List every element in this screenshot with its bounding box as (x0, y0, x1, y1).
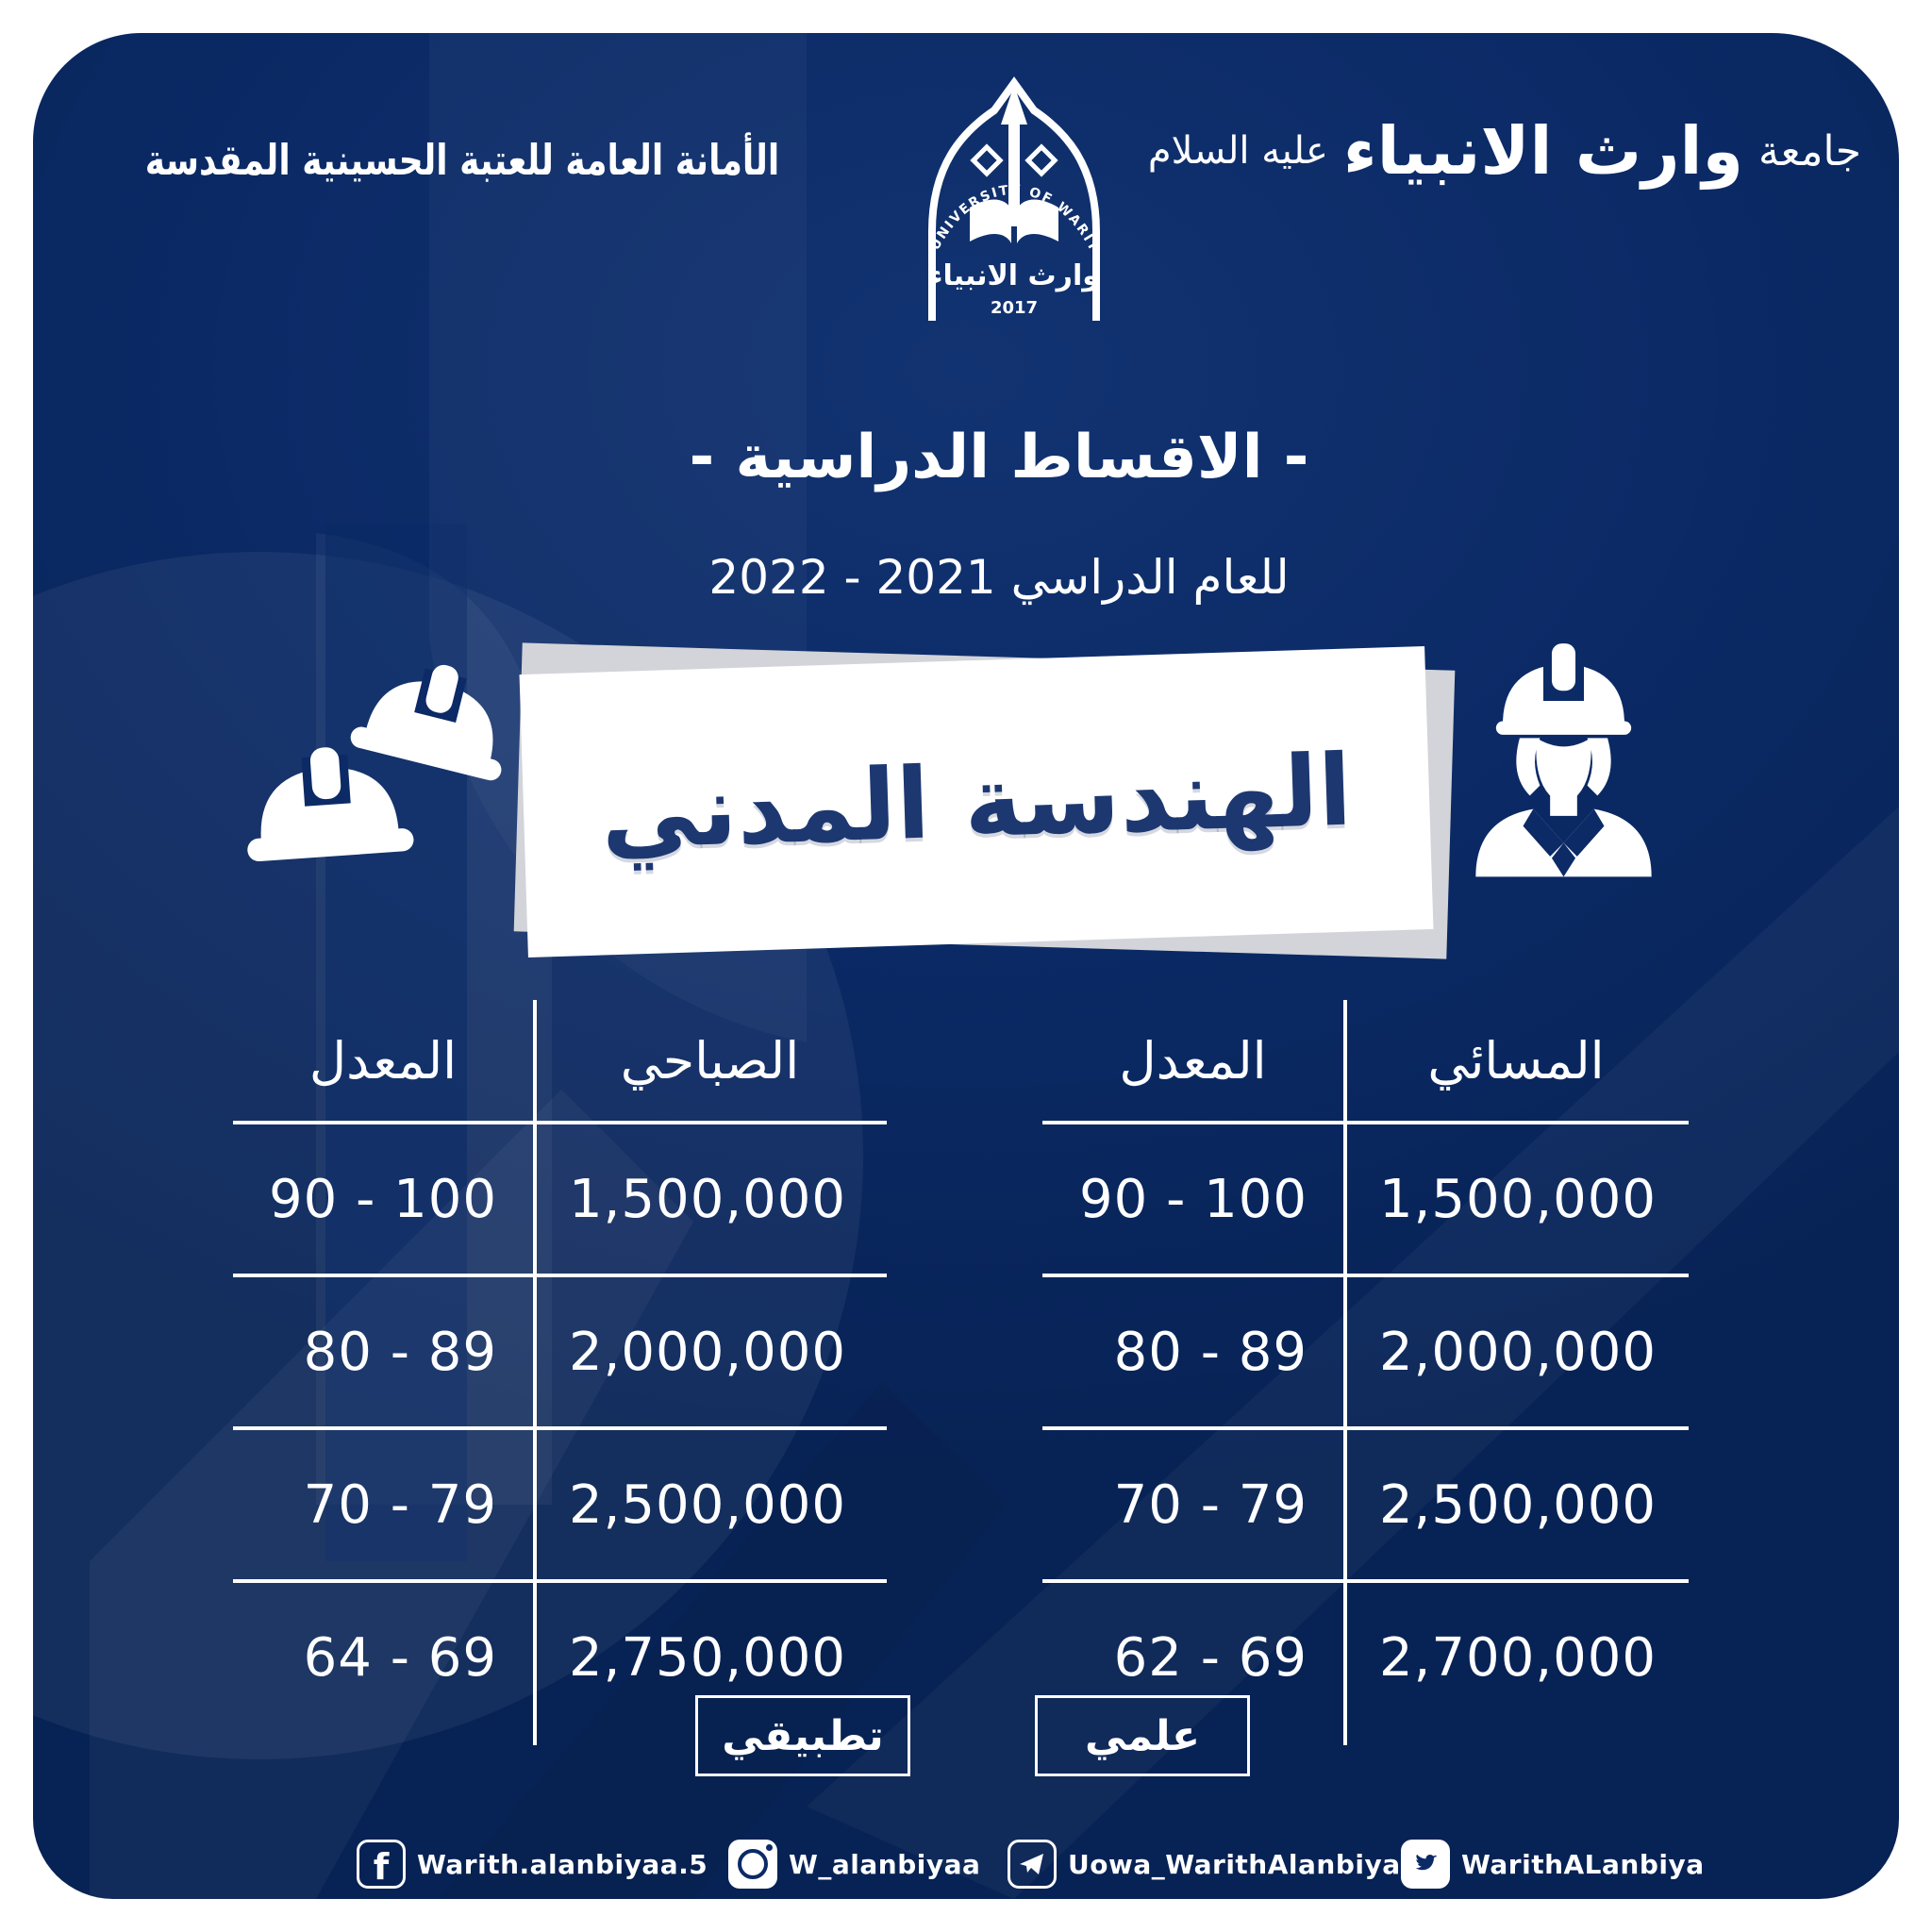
table-row: 62 - 69 2,700,000 (1042, 1583, 1689, 1732)
grade-cell: 80 - 89 (303, 1321, 497, 1383)
morning-fees-table: المعدل الصباحي 90 - 100 1,500,000 80 - 8… (233, 1000, 887, 1745)
facebook-handle-text: Warith.alanbiyaa.5 (417, 1848, 708, 1880)
fee-cell: 1,500,000 (1379, 1168, 1657, 1230)
university-name-suffix: عليه السلام (1147, 129, 1328, 173)
scientific-track-button[interactable]: علمي (1035, 1695, 1250, 1776)
university-name: جامعة وارث الانبياء عليه السلام (1144, 99, 1861, 203)
grade-cell: 90 - 100 (1079, 1168, 1307, 1230)
department-title: الهندسة المدني (599, 732, 1354, 872)
telegram-handle[interactable]: Uowa_WarithAlanbiyaa (1008, 1837, 1419, 1891)
twitter-icon (1401, 1840, 1450, 1889)
evening-header: المسائي (1427, 1030, 1605, 1091)
fee-cell: 2,700,000 (1379, 1626, 1657, 1689)
table-divider (1343, 1000, 1347, 1745)
grade-cell: 70 - 79 (1113, 1474, 1307, 1536)
university-logo: UNIVERSITY OF WARITH AL-ANBIYAA وارث الا… (896, 57, 1100, 321)
banner-face: الهندسة المدني (519, 645, 1434, 958)
page-title: - الاقساط الدراسية - (689, 423, 1309, 492)
facebook-icon: f (357, 1840, 406, 1889)
telegram-icon (1008, 1840, 1057, 1889)
table-rule (1042, 1274, 1689, 1277)
engineer-icon (1475, 643, 1652, 877)
facebook-handle[interactable]: f Warith.alanbiyaa.5 (357, 1837, 708, 1891)
grade-cell: 62 - 69 (1113, 1626, 1307, 1689)
table-rule (233, 1274, 887, 1277)
table-rule (1042, 1426, 1689, 1430)
university-name-prefix: جامعة (1758, 126, 1861, 175)
table-divider (533, 1000, 537, 1745)
fee-cell: 2,750,000 (569, 1626, 847, 1689)
grade-cell: 80 - 89 (1113, 1321, 1307, 1383)
table-rule (1042, 1579, 1689, 1583)
twitter-handle-text: WarithALanbiya (1461, 1848, 1705, 1880)
telegram-handle-text: Uowa_WarithAlanbiyaa (1068, 1848, 1420, 1880)
shrine-calligraphy-emblem: الأمانة العامة للعتبة الحسينية المقدسة (144, 136, 780, 185)
poster-card: الأمانة العامة للعتبة الحسينية المقدسة U… (33, 33, 1899, 1899)
fee-cell: 1,500,000 (569, 1168, 847, 1230)
table-row: 90 - 100 1,500,000 (1042, 1124, 1689, 1274)
table-rule (233, 1426, 887, 1430)
grade-header: المعدل (308, 1030, 458, 1091)
grade-cell: 90 - 100 (269, 1168, 497, 1230)
fee-cell: 2,000,000 (1379, 1321, 1657, 1383)
instagram-handle-text: W_alanbiyaa (789, 1848, 981, 1880)
table-row: 80 - 89 2,000,000 (233, 1277, 887, 1426)
table-header-row: المعدل المسائي (1042, 1000, 1689, 1121)
evening-fees-table: المعدل المسائي 90 - 100 1,500,000 80 - 8… (1042, 1000, 1689, 1745)
fee-cell: 2,500,000 (569, 1474, 847, 1536)
fee-cell: 2,000,000 (569, 1321, 847, 1383)
university-name-main: وارث الانبياء (1342, 112, 1744, 190)
table-row: 90 - 100 1,500,000 (233, 1124, 887, 1274)
table-rule (1042, 1121, 1689, 1124)
morning-header: الصباحي (620, 1030, 800, 1091)
table-rule (233, 1121, 887, 1124)
table-row: 64 - 69 2,750,000 (233, 1583, 887, 1732)
instagram-handle[interactable]: W_alanbiyaa (728, 1837, 980, 1891)
table-row: 80 - 89 2,000,000 (1042, 1277, 1689, 1426)
grade-cell: 64 - 69 (303, 1626, 497, 1689)
grade-cell: 70 - 79 (303, 1474, 497, 1536)
table-header-row: المعدل الصباحي (233, 1000, 887, 1121)
twitter-handle[interactable]: WarithALanbiya (1401, 1837, 1705, 1891)
table-row: 70 - 79 2,500,000 (233, 1430, 887, 1579)
hardhat-icon (350, 664, 502, 781)
hardhat-icon (247, 747, 414, 862)
academic-year-subtitle: للعام الدراسي 2021 - 2022 (708, 550, 1290, 605)
grade-header: المعدل (1119, 1030, 1267, 1091)
table-rule (233, 1579, 887, 1583)
department-banner: الهندسة المدني (513, 642, 1456, 959)
instagram-icon (728, 1840, 777, 1889)
fee-cell: 2,500,000 (1379, 1474, 1657, 1536)
table-row: 70 - 79 2,500,000 (1042, 1430, 1689, 1579)
applied-track-button[interactable]: تطبيقي (695, 1695, 910, 1776)
svg-text:وارث الانبياء: وارث الانبياء (928, 259, 1100, 292)
svg-text:2017: 2017 (991, 298, 1038, 318)
